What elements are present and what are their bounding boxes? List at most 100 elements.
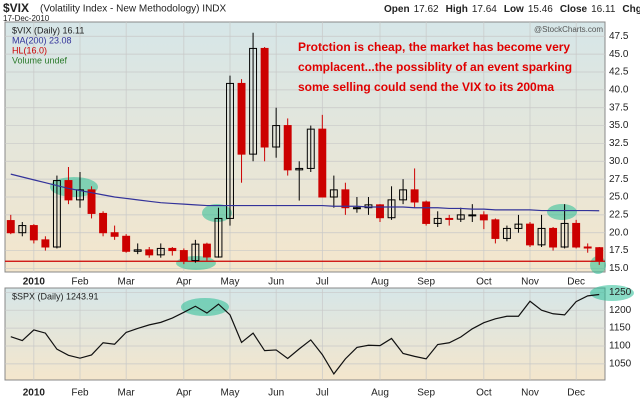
x-tick-label: Aug [371,388,389,399]
quote-value: 17.62 [414,4,439,15]
y-tick-label: 47.5 [609,31,629,42]
x-tick-label: Jul [316,388,329,399]
candle-body [399,189,408,201]
symbol: $VIX [3,1,29,15]
x-tick-label: Mar [118,277,136,288]
candle-body [410,189,419,203]
series-line [10,293,600,375]
chart-title: (Volatility Index - New Methodology) IND… [40,4,227,15]
x-tick-label: Mar [118,388,136,399]
legend-spx: $SPX (Daily) 1243.91 [12,291,99,301]
candle-body [468,214,477,217]
candle-body [526,223,534,246]
candle-body [226,82,234,219]
candle-body [52,180,61,248]
quote-value: 15.46 [528,4,553,15]
x-tick-label: Feb [71,277,89,288]
candle-body [387,199,396,219]
candle-body [306,128,315,169]
y-tick-label: 17.5 [609,245,629,256]
spx-panel [4,287,606,381]
date: 17-Dec-2010 [3,14,50,23]
candle-body [479,214,488,221]
y-tick-label: 15.0 [609,263,629,274]
candle-body [295,167,304,171]
candle-body [29,225,38,241]
x-tick-label: 2010 [23,277,46,288]
quote-label: Low [504,4,524,15]
candle-body [133,249,142,252]
y-tick-label: 37.5 [609,102,629,113]
highlight [181,298,229,316]
candle-body [537,227,546,246]
candle-body [560,222,569,248]
candle-body [318,128,327,198]
candle-body [595,247,604,262]
candle-body [502,227,511,239]
candle-body [110,232,119,237]
annotation: Protction is cheap, the market has becom… [298,40,570,54]
x-tick-label: Jun [268,388,284,399]
y-tick-label: 35.0 [609,120,629,131]
highlight [590,285,634,301]
candle-body [445,217,454,220]
y-tick-label: 25.0 [609,192,629,203]
candle-body [6,220,15,234]
candle-body [237,82,246,155]
candle-body [341,189,350,209]
y-tick-label: 32.5 [609,138,629,149]
quote-label: Close [560,4,588,15]
candle-body [179,250,188,262]
candle-body [87,189,96,214]
x-tick-label: Oct [476,277,492,288]
highlight [547,204,577,220]
series-line [10,173,600,212]
x-tick-label: Apr [176,277,192,288]
y-tick-label: 1200 [609,305,632,316]
quote-label: Chg [622,4,640,15]
x-tick-label: Jul [316,277,329,288]
candle-body [514,223,523,229]
y-tick-label: 30.0 [609,156,629,167]
annotation: some selling could send the VIX to its 2… [298,80,554,94]
annotation: complacent...the possiblity of an event … [298,60,572,74]
x-tick-label: Dec [567,277,585,288]
y-tick-label: 20.0 [609,227,629,238]
candle-body [122,235,131,252]
x-tick-label: Oct [476,388,492,399]
candle-body [202,243,211,258]
candle-body [249,47,258,155]
quote-label: Open [384,4,410,15]
y-tick-label: 1150 [609,323,631,334]
candle-body [64,180,73,201]
candle-body [18,225,27,234]
x-tick-label: Feb [71,388,89,399]
candle-body [549,227,558,248]
candle-body [260,47,269,148]
candle-body [422,201,431,224]
x-tick-label: 2010 [23,388,46,399]
y-tick-label: 40.0 [609,84,629,95]
candle-body [456,214,465,220]
quote: Open17.62High17.64Low15.46Close16.11Chg-… [384,4,640,15]
y-tick-label: 22.5 [609,209,629,220]
legend-ma: MA(200) 23.08 [12,35,72,45]
x-tick-label: May [221,277,240,288]
candle-body [376,204,384,219]
quote-value: 17.64 [472,4,497,15]
candle-body [191,243,200,262]
candle-body [352,207,361,210]
candle-body [76,189,84,201]
candle-body [272,125,281,148]
x-tick-label: May [221,388,240,399]
candle-body [583,246,592,249]
candle-body [99,212,108,234]
y-tick-label: 1100 [609,341,631,352]
y-tick-label: 1050 [609,359,632,370]
legend-price: $VIX (Daily) 16.11 [12,25,84,35]
candle-body [491,219,500,239]
candle-body [329,189,338,198]
x-tick-label: Sep [417,388,435,399]
candle-body [145,249,154,256]
